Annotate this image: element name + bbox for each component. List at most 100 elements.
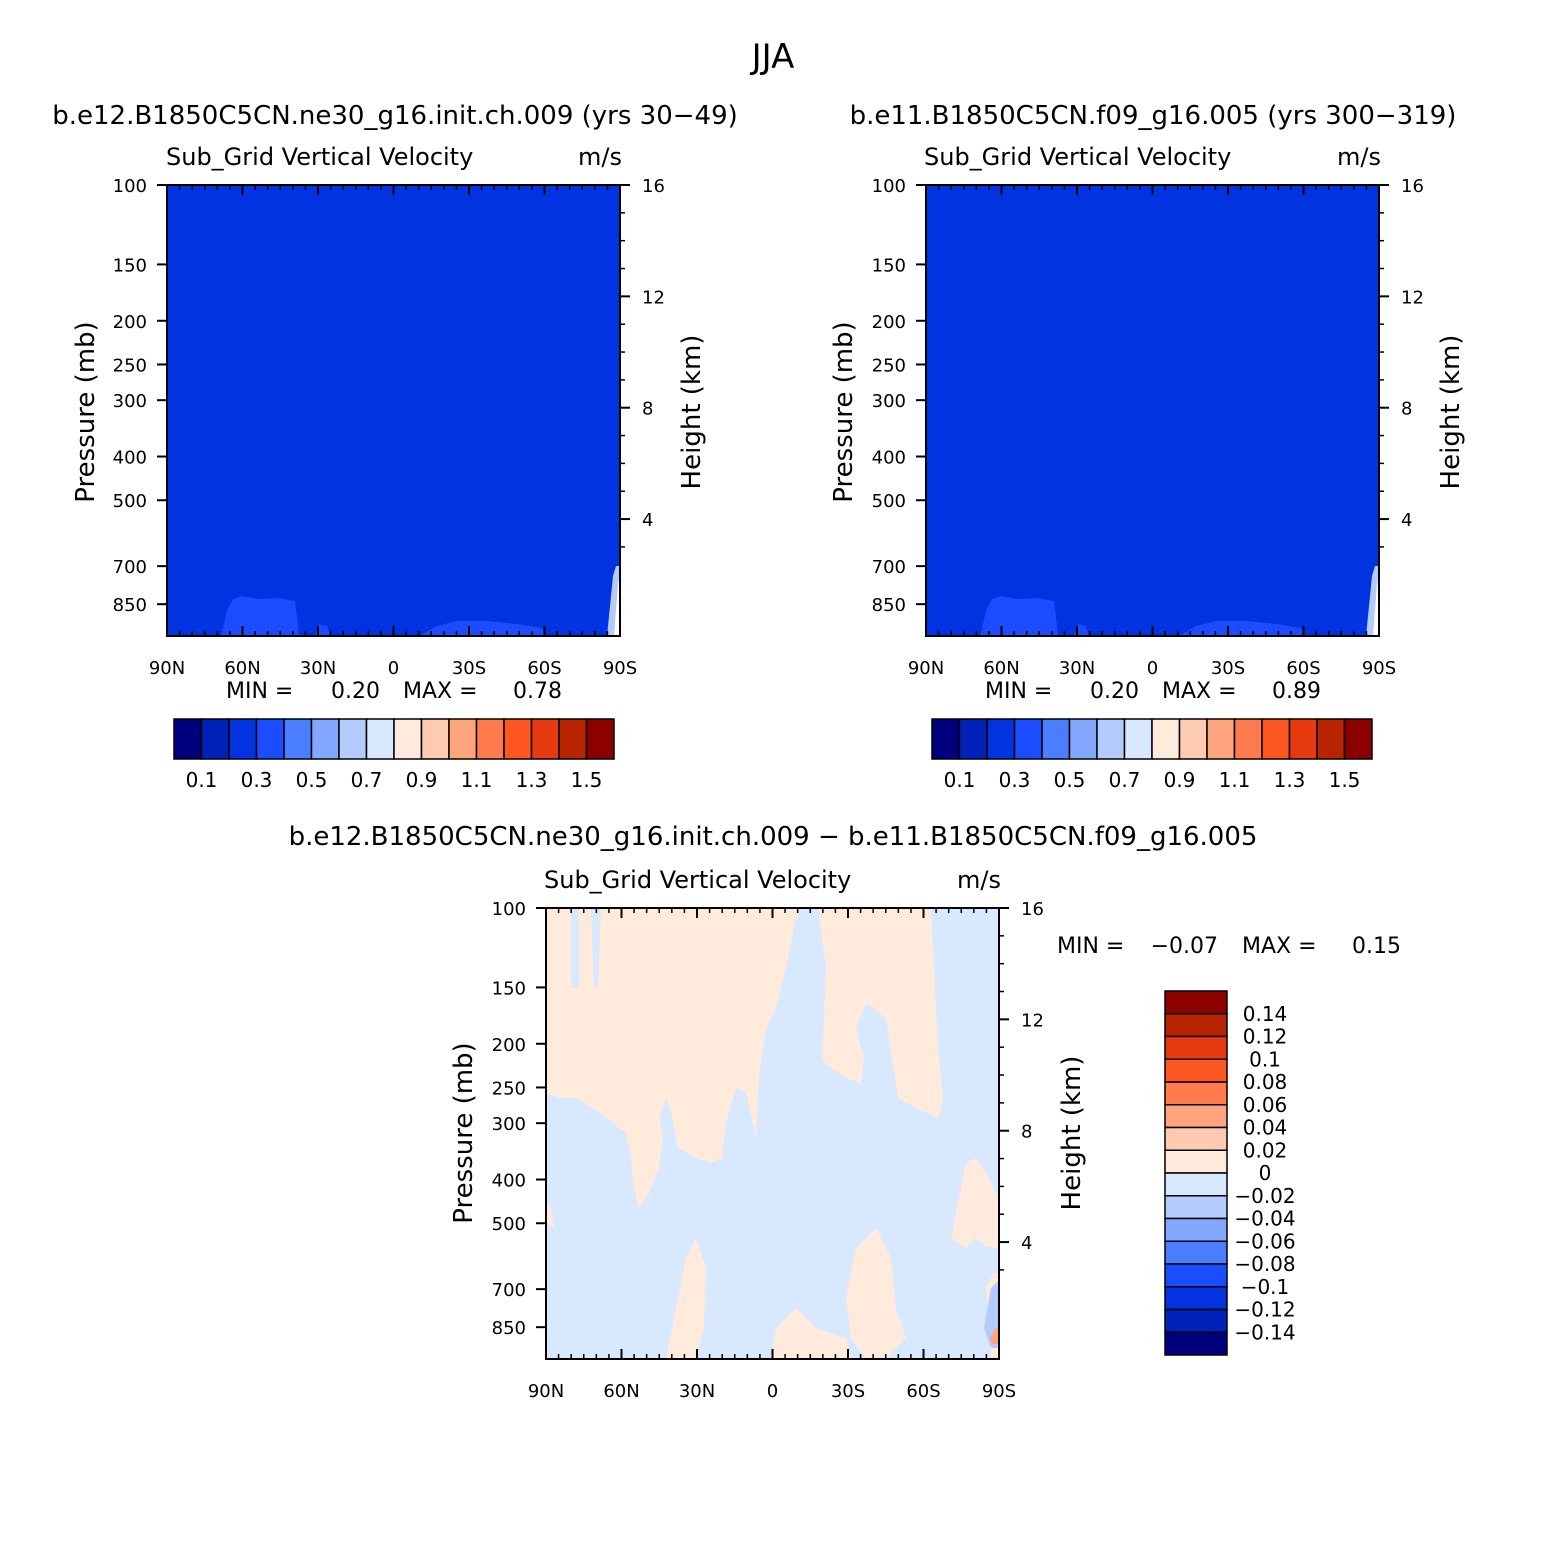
- y-tick-label: 850: [872, 595, 906, 616]
- colorbar: 0.140.120.10.080.060.040.020−0.02−0.04−0…: [1164, 990, 1296, 1356]
- colorbar-box: [1164, 1104, 1228, 1129]
- y-right-tick-label: 4: [1401, 510, 1412, 531]
- colorbar-box: [420, 718, 450, 760]
- colorbar-label: 0.3: [999, 768, 1031, 792]
- x-tick-label: 30N: [300, 658, 336, 679]
- max-value: 0.15: [1352, 934, 1401, 959]
- min-value: 0.20: [331, 679, 380, 704]
- colorbar-box: [365, 718, 395, 760]
- y-tick-label: 250: [872, 355, 906, 376]
- plot-area: 90N 60N 30N 0 30S 60S 90S 100 150 200 250 300 400 500…: [492, 899, 1044, 1402]
- colorbar-box: [1261, 718, 1291, 760]
- plot-area: 90N 60N 30N 0 30S 60S 90S 100 150 200 250 300 400 500…: [872, 176, 1424, 679]
- x-tick-label: 0: [767, 1381, 778, 1402]
- difference-region: [571, 908, 579, 988]
- y-tick-label: 100: [872, 176, 906, 197]
- y-axis-label-right: Height (km): [677, 335, 707, 490]
- max-value: 0.89: [1272, 679, 1321, 704]
- colorbar-box: [173, 718, 203, 760]
- y-tick-label: 200: [492, 1035, 526, 1056]
- x-tick-label: 30S: [1211, 658, 1245, 679]
- colorbar-box: [1164, 1058, 1228, 1083]
- x-tick-label: 60S: [906, 1381, 940, 1402]
- min-label: MIN =: [1057, 934, 1124, 959]
- y-tick-label: 850: [113, 595, 147, 616]
- colorbar-box: [310, 718, 340, 760]
- difference-region: [990, 1328, 999, 1344]
- y-tick-label: 300: [872, 391, 906, 412]
- colorbar-box: [1178, 718, 1208, 760]
- field-fill: [167, 185, 620, 636]
- colorbar-box: [931, 718, 961, 760]
- max-label: MAX =: [1162, 679, 1237, 704]
- y-axis-label: Pressure (mb): [449, 1042, 479, 1223]
- y-tick-label: 500: [872, 491, 906, 512]
- panel-units: m/s: [957, 866, 1001, 894]
- y-right-tick-label: 8: [642, 399, 653, 420]
- y-tick-label: 250: [113, 355, 147, 376]
- colorbar-box: [1068, 718, 1098, 760]
- y-tick-label: 850: [492, 1318, 526, 1339]
- colorbar-label: 0.12: [1243, 1025, 1288, 1049]
- x-tick-label: 60S: [527, 658, 561, 679]
- near-surface-region: [221, 596, 299, 636]
- plot-area: 90N 60N 30N 0 30S 60S 90S 100 150 200 250 300 400 500…: [113, 176, 665, 679]
- y-tick-label: 100: [492, 899, 526, 920]
- colorbar: 0.1 0.3 0.5 0.7 0.9 1.1 1.3 1.5: [931, 718, 1373, 792]
- min-label: MIN =: [985, 679, 1052, 704]
- panel-units: m/s: [1337, 143, 1381, 171]
- y-right-tick-label: 16: [1021, 899, 1044, 920]
- colorbar-box: [200, 718, 230, 760]
- colorbar-label: 0.1: [186, 768, 218, 792]
- y-tick-label: 100: [113, 176, 147, 197]
- y-axis-label-right: Height (km): [1436, 335, 1466, 490]
- colorbar-label: 1.3: [516, 768, 548, 792]
- colorbar-label: 0.9: [1164, 768, 1196, 792]
- colorbar-label: 0.7: [351, 768, 383, 792]
- colorbar-box: [503, 718, 533, 760]
- panel-units: m/s: [578, 143, 622, 171]
- y-tick-label: 700: [872, 557, 906, 578]
- missing-data-region: [1373, 576, 1379, 636]
- y-tick-label: 400: [492, 1171, 526, 1192]
- y-right-tick-label: 12: [1401, 287, 1424, 308]
- colorbar-box: [1164, 990, 1228, 1015]
- colorbar-box: [338, 718, 368, 760]
- colorbar-box: [1164, 1172, 1228, 1197]
- colorbar-box: [585, 718, 615, 760]
- colorbar-label: −0.04: [1234, 1207, 1295, 1231]
- colorbar-box: [1164, 1035, 1228, 1060]
- field-fill: [926, 185, 1379, 636]
- colorbar-box: [1164, 1263, 1228, 1288]
- colorbar-label: −0.14: [1234, 1320, 1295, 1344]
- x-tick-label: 60S: [1286, 658, 1320, 679]
- colorbar-box: [228, 718, 258, 760]
- colorbar-box: [1164, 1286, 1228, 1311]
- x-tick-label: 60N: [983, 658, 1019, 679]
- panel-left: b.e12.B1850C5CN.ne30_g16.init.ch.009 (yr…: [52, 101, 738, 792]
- colorbar-box: [448, 718, 478, 760]
- panel-subtitle: Sub_Grid Vertical Velocity: [166, 143, 473, 171]
- y-tick-label: 400: [113, 448, 147, 469]
- colorbar-label: 0.5: [296, 768, 328, 792]
- difference-region: [666, 1238, 706, 1359]
- y-tick-label: 700: [113, 557, 147, 578]
- colorbar-box: [1288, 718, 1318, 760]
- panel-subtitle: Sub_Grid Vertical Velocity: [924, 143, 1231, 171]
- min-value: −0.07: [1151, 934, 1218, 959]
- colorbar-label: 1.5: [1329, 768, 1361, 792]
- colorbar-label: 0.1: [1249, 1047, 1281, 1071]
- colorbar-box: [1316, 718, 1346, 760]
- colorbar-label: −0.1: [1241, 1275, 1290, 1299]
- y-right-tick-label: 16: [1401, 176, 1424, 197]
- colorbar-label: 0.08: [1243, 1070, 1288, 1094]
- colorbar-label: 1.1: [1219, 768, 1251, 792]
- y-tick-label: 150: [113, 255, 147, 276]
- colorbar-box: [1164, 1149, 1228, 1174]
- colorbar-box: [1343, 718, 1373, 760]
- colorbar-box: [393, 718, 423, 760]
- y-tick-label: 300: [113, 391, 147, 412]
- y-tick-label: 300: [492, 1114, 526, 1135]
- colorbar-box: [1123, 718, 1153, 760]
